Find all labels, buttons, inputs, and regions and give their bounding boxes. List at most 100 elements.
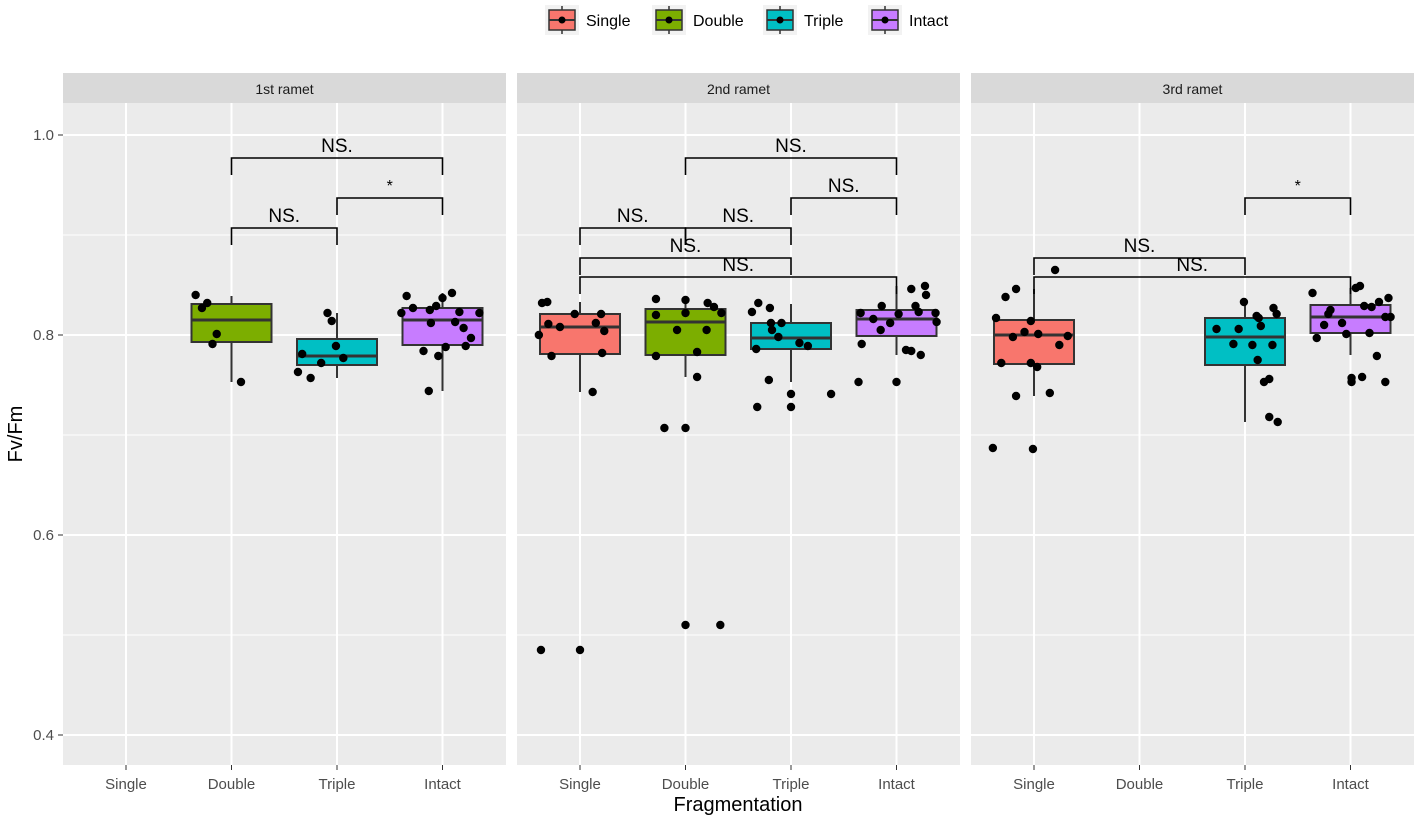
data-point [916, 350, 925, 360]
data-point [907, 284, 916, 294]
data-point [774, 332, 783, 342]
data-point [854, 377, 863, 387]
data-point [1032, 362, 1042, 372]
significance-label: NS. [617, 206, 649, 227]
x-tick-label: Triple [1227, 776, 1264, 793]
data-point [475, 308, 484, 318]
legend-point [558, 16, 566, 24]
x-tick-label: Double [662, 776, 710, 793]
x-tick-label: Single [559, 776, 601, 793]
data-point [1365, 328, 1374, 338]
data-point [293, 367, 303, 377]
legend-label: Double [693, 13, 744, 30]
data-point [570, 309, 579, 319]
legend-label: Single [586, 13, 631, 30]
data-point [931, 308, 940, 318]
data-point [1381, 377, 1390, 387]
data-point [692, 372, 702, 382]
data-point [434, 351, 443, 361]
data-point [1011, 391, 1021, 401]
data-point [894, 309, 903, 319]
box-double [190, 290, 273, 387]
significance-label: NS. [775, 136, 807, 157]
strip-title: 3rd ramet [1163, 81, 1223, 97]
data-point [323, 308, 332, 318]
bracket-line [230, 227, 338, 245]
data-point [651, 310, 661, 320]
data-point [544, 319, 553, 329]
data-point [591, 318, 601, 328]
significance-label: NS. [268, 206, 300, 227]
data-point [703, 298, 712, 308]
data-point [441, 342, 450, 352]
data-point [754, 298, 763, 308]
data-point [575, 645, 585, 655]
data-point [1265, 374, 1274, 384]
box-intact [1308, 281, 1395, 387]
data-point [1347, 377, 1356, 387]
data-point [1026, 358, 1036, 368]
data-point [1374, 297, 1384, 307]
data-point [543, 297, 552, 307]
data-point [991, 313, 1001, 323]
bracket-line [1244, 197, 1352, 215]
data-point [765, 303, 775, 313]
data-point [1386, 312, 1395, 322]
data-point [1008, 332, 1018, 342]
data-point [1248, 340, 1257, 350]
data-point [1360, 301, 1369, 311]
data-point [1308, 288, 1317, 298]
data-point [426, 318, 436, 328]
data-point [1045, 388, 1055, 398]
data-point [885, 318, 895, 328]
significance-label: NS. [321, 136, 353, 157]
panel-background [971, 103, 1414, 765]
data-point [795, 338, 804, 348]
data-point [1312, 333, 1321, 343]
data-point [856, 308, 865, 318]
data-point [876, 325, 885, 335]
data-point [327, 316, 336, 326]
box-iqr [539, 313, 621, 355]
data-point [717, 308, 726, 318]
data-point [203, 298, 212, 308]
legend-key-triple: Triple [763, 5, 844, 35]
data-point [764, 375, 774, 385]
data-point [450, 317, 460, 327]
bracket-line [579, 257, 792, 275]
data-point [672, 325, 682, 335]
data-point [1273, 417, 1282, 427]
box-iqr [296, 338, 378, 366]
data-point [191, 290, 200, 300]
data-point [702, 325, 711, 335]
legend: Single Double Triple Intact [545, 5, 949, 35]
significance-label: * [1295, 178, 1301, 195]
data-point [534, 330, 544, 340]
data-point [397, 308, 406, 318]
data-point [1256, 321, 1266, 331]
panel-background [517, 103, 960, 765]
y-tick-label: 1.0 [33, 127, 54, 144]
data-point [1357, 372, 1367, 382]
significance-bracket: NS. [579, 255, 898, 294]
data-point [1384, 293, 1393, 303]
x-tick-label: Single [1013, 776, 1055, 793]
data-point [596, 309, 606, 319]
data-point [1337, 318, 1347, 328]
data-point [461, 341, 470, 351]
data-point [208, 339, 217, 349]
bracket-line [684, 227, 792, 245]
legend-point [776, 16, 784, 24]
data-point [466, 333, 476, 343]
legend-label: Intact [909, 13, 949, 30]
strip-header [517, 73, 960, 103]
box-intact [397, 288, 484, 396]
data-point [767, 325, 777, 335]
data-point [1011, 284, 1021, 294]
box-intact [854, 281, 941, 387]
data-point [555, 322, 565, 332]
data-point [803, 341, 813, 351]
box-single [988, 265, 1075, 454]
data-point [1355, 281, 1365, 291]
